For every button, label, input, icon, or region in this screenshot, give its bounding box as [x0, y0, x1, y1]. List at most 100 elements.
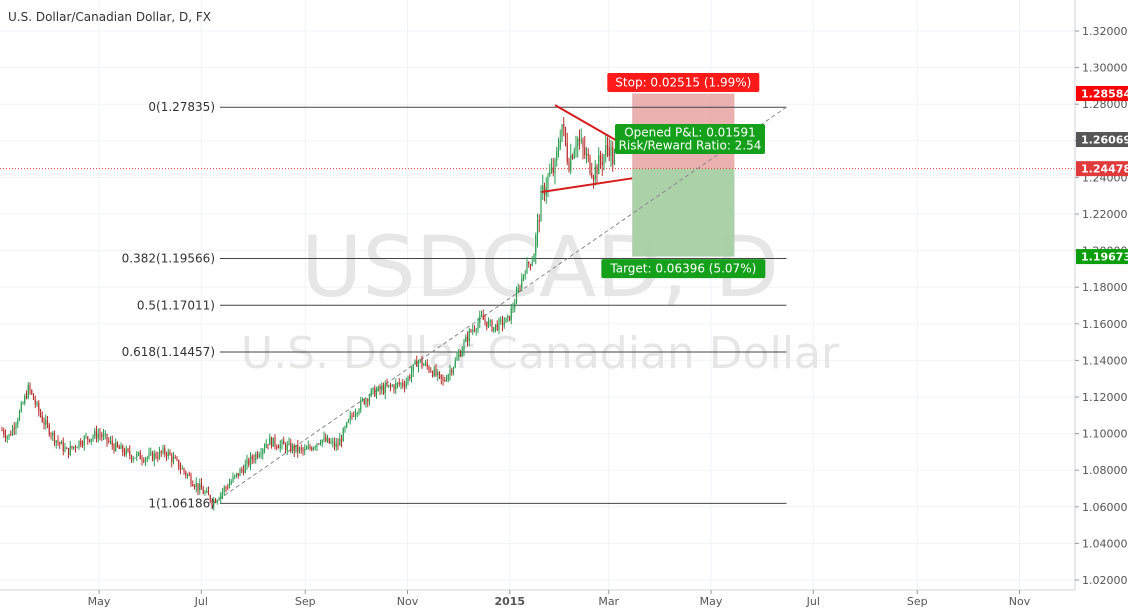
candle-body — [109, 440, 112, 442]
candle-body — [321, 439, 323, 444]
candle-body — [594, 166, 596, 180]
price-tag[interactable]: 1.26069 — [1076, 132, 1129, 148]
candle-body — [480, 315, 483, 317]
candle-body — [388, 384, 390, 387]
stop-label[interactable]: Stop: 0.02515 (1.99%) — [607, 73, 760, 93]
candle-body — [188, 474, 190, 476]
candle-body — [10, 434, 12, 436]
time-tick-label: 2015 — [494, 595, 525, 608]
target-label[interactable]: Target: 0.06396 (5.07%) — [601, 259, 766, 279]
price-tick-label: 1.06000 — [1082, 501, 1128, 514]
candle-body — [482, 315, 484, 320]
candle-body — [290, 442, 292, 452]
candle-body — [601, 161, 603, 165]
candle-body — [157, 457, 159, 459]
candle-body — [484, 319, 486, 322]
time-axis[interactable]: May Jul Sep Nov 2015 Mar May Jul Sep Nov — [0, 589, 1075, 611]
candle-body — [106, 433, 108, 441]
candle-body — [444, 380, 446, 382]
candle-body — [473, 329, 476, 331]
price-tag[interactable]: 1.24478 — [1076, 161, 1129, 177]
candle-body — [549, 172, 551, 176]
price-tag[interactable]: 1.19673 — [1076, 249, 1129, 265]
candle-body — [508, 315, 511, 321]
candle-body — [67, 448, 70, 455]
candle-body — [487, 321, 490, 327]
candle-body — [314, 446, 316, 448]
candle-body — [258, 454, 260, 457]
candle-body — [50, 434, 52, 436]
candle-body — [596, 166, 598, 175]
candle-body — [477, 322, 479, 330]
target-zone[interactable] — [632, 168, 735, 257]
triangle-lower-line[interactable] — [541, 177, 633, 194]
candle-body — [414, 360, 416, 365]
candle-body — [379, 386, 381, 391]
candle-body — [174, 457, 176, 459]
candle-body — [381, 387, 383, 391]
candle-body — [286, 444, 288, 451]
triangle-upper-line[interactable] — [554, 104, 616, 141]
candle-body — [190, 475, 192, 485]
candle-body — [52, 432, 54, 436]
time-tick-label: Mar — [598, 595, 619, 608]
candle-body — [578, 138, 581, 142]
candle-body — [367, 399, 369, 402]
candle-body — [13, 427, 15, 430]
candle-body — [55, 440, 57, 443]
candle-body — [204, 492, 206, 494]
fibonacci-retracement[interactable]: 0(1.27835) 0.382(1.19566) 0.5(1.17011) 0.61… — [122, 100, 787, 510]
candle-body — [127, 448, 129, 451]
candle-body — [409, 377, 411, 379]
candle-body — [512, 307, 514, 309]
candle-body — [470, 330, 472, 332]
triangle-pattern[interactable] — [541, 104, 633, 194]
candle-body — [564, 127, 567, 144]
candle-body — [153, 453, 155, 461]
candle-body — [489, 320, 491, 322]
candle-body — [599, 155, 602, 162]
candle-body — [172, 457, 175, 462]
price-tag-background — [1076, 161, 1128, 177]
time-axis-background — [0, 590, 1075, 611]
candle-body — [370, 389, 372, 397]
candle-body — [32, 393, 35, 400]
candle-body — [461, 350, 463, 357]
candle-body — [122, 445, 124, 453]
candle-body — [515, 292, 518, 304]
candle-body — [193, 486, 196, 488]
candle-body — [192, 484, 194, 487]
pnl-label-text: Opened P&L: 0.01591 — [624, 126, 756, 140]
candle-body — [27, 384, 29, 398]
target-label-text: Target: 0.06396 (5.07%) — [609, 262, 756, 276]
candle-body — [435, 368, 437, 376]
risk-reward-label-text: Risk/Reward Ratio: 2.54 — [619, 139, 762, 153]
candle-body — [458, 353, 460, 358]
candle-body — [323, 437, 325, 440]
time-tick-label: Nov — [397, 595, 419, 608]
candle-body — [529, 264, 532, 266]
candle-body — [347, 419, 350, 423]
price-axis[interactable]: 1.02000 1.04000 1.06000 1.08000 1.10000 1.120… — [1074, 0, 1129, 611]
candle-body — [610, 146, 612, 157]
candle-body — [230, 481, 232, 484]
candle-body — [176, 458, 178, 460]
candle-body — [181, 468, 183, 470]
candle-body — [438, 372, 441, 375]
candle-body — [498, 319, 500, 330]
candle-body — [519, 288, 521, 290]
position-labels[interactable]: Stop: 0.02515 (1.99%) Target: 0.06396 (5.… — [601, 73, 766, 279]
candle-body — [573, 151, 575, 159]
price-tag[interactable]: 1.28584 — [1076, 86, 1129, 102]
candle-body — [25, 395, 28, 398]
candle-body — [493, 327, 495, 331]
candle-body — [120, 445, 122, 449]
candle-body — [179, 468, 182, 470]
candle-body — [528, 262, 530, 265]
candle-body — [524, 273, 526, 275]
candle-body — [505, 317, 507, 323]
candle-body — [137, 452, 140, 454]
